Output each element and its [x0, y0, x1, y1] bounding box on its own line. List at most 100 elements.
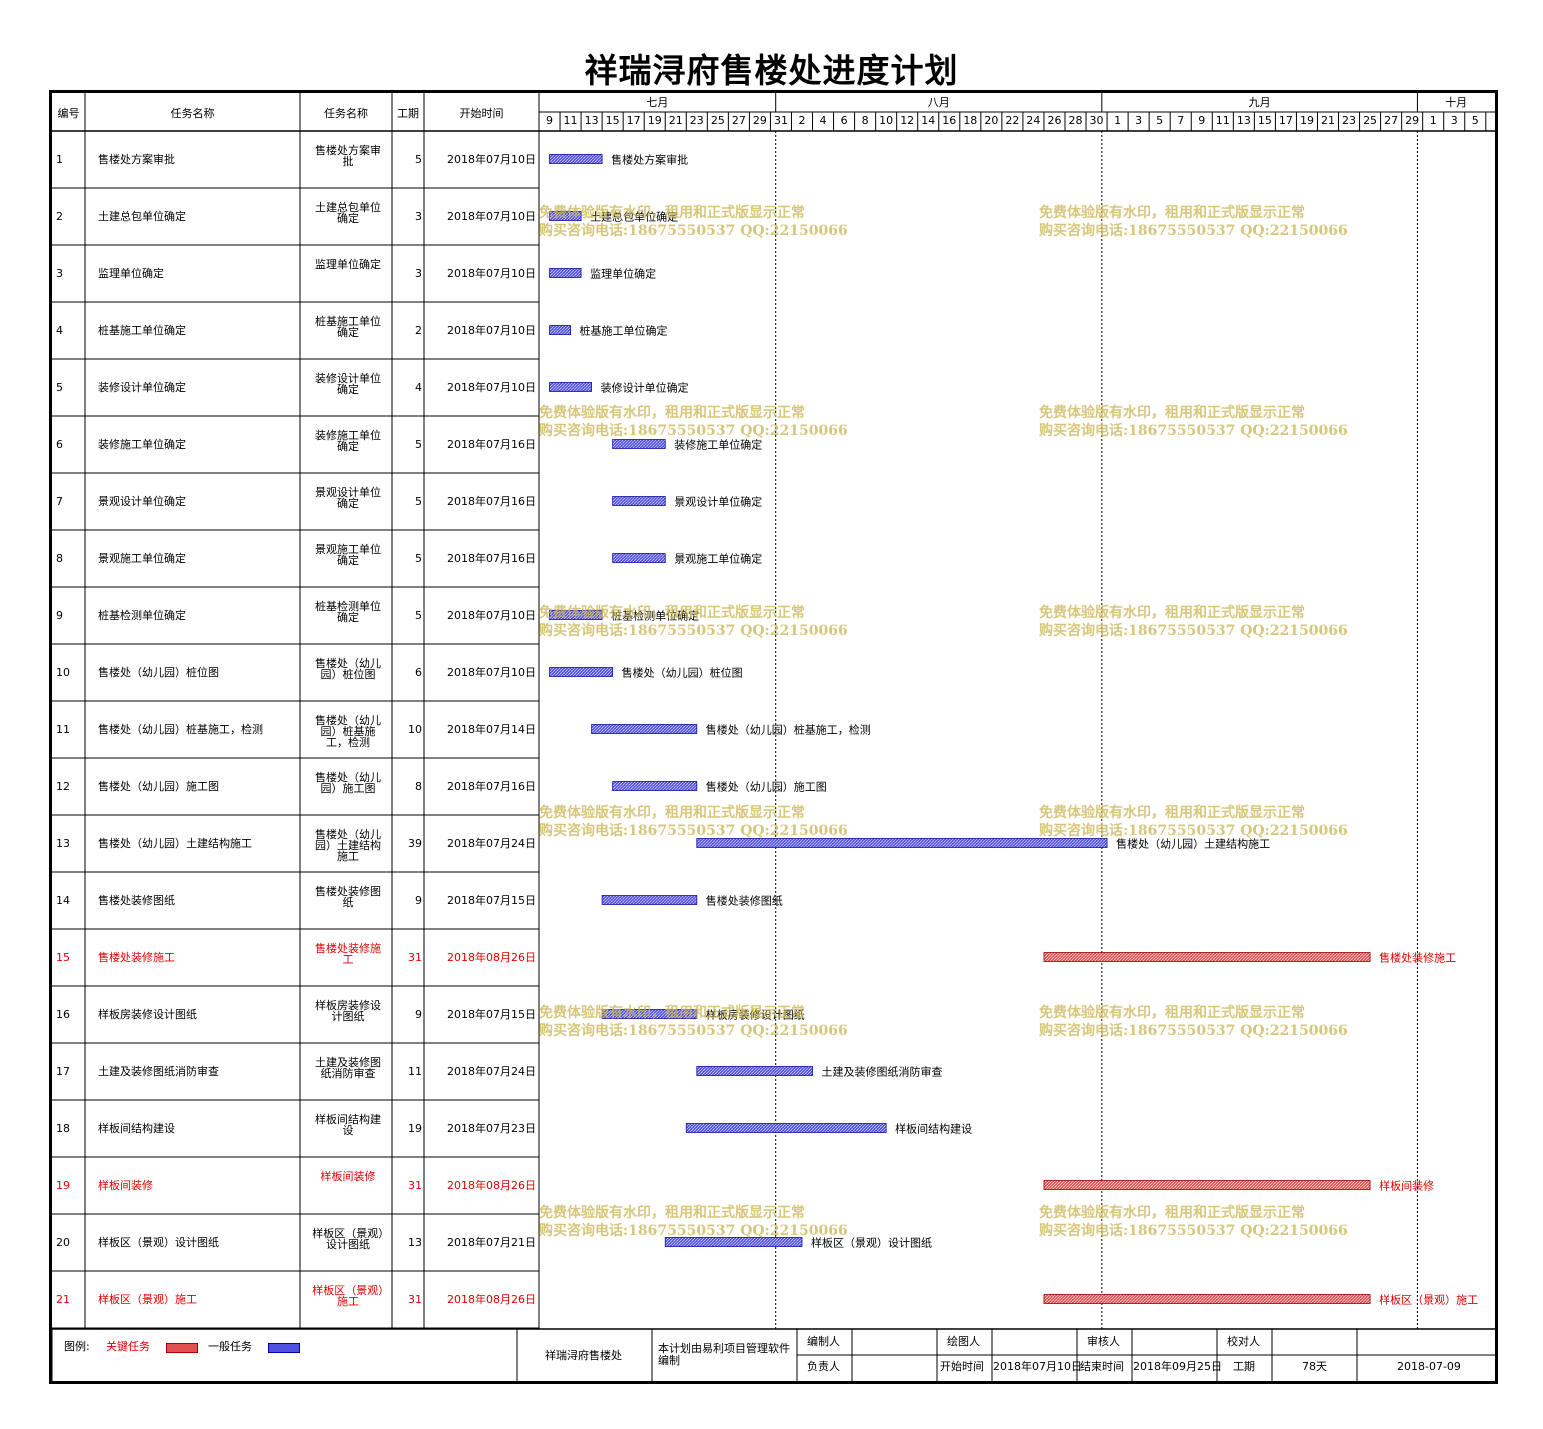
task-id: 7 — [56, 494, 63, 508]
month-label: 七月 — [646, 96, 669, 109]
task-duration: 6 — [415, 665, 422, 679]
header-name: 任务名称 — [170, 107, 215, 120]
gantt-frame: 售楼处方案审批 土建总包单位确定 监理单位确定 桩基施工单位确定 装修设计单位确定 装修施… — [49, 90, 1498, 1384]
day-label: 24 — [1026, 114, 1041, 127]
task-name: 景观施工单位确定 — [98, 551, 186, 565]
task-name: 样板区（景观）施工 — [98, 1292, 197, 1306]
task-bar — [664, 1237, 803, 1247]
day-label: 1 — [1429, 114, 1437, 127]
day-label: 14 — [921, 114, 936, 127]
legend-normal-label: 一般任务 — [208, 1340, 252, 1353]
task-name-wrapped: 售楼处（幼儿园）桩基施工，检测 — [315, 714, 381, 749]
task-duration: 8 — [415, 779, 422, 793]
task-bar-label: 桩基施工单位确定 — [580, 324, 668, 338]
header-duration: 工期 — [397, 107, 419, 120]
task-bar — [549, 610, 603, 620]
day-label: 11 — [563, 114, 578, 127]
task-name: 售楼处（幼儿园）施工图 — [98, 779, 219, 793]
day-label: 21 — [1320, 114, 1335, 127]
reviewer-label: 审核人 — [1087, 1335, 1120, 1348]
task-start: 2018年08月26日 — [447, 1292, 536, 1306]
task-bar — [612, 439, 666, 449]
task-id: 6 — [56, 437, 63, 451]
task-start: 2018年07月10日 — [447, 152, 536, 166]
task-start: 2018年07月10日 — [447, 608, 536, 622]
task-name-wrapped: 景观施工单位确定 — [315, 543, 381, 567]
day-label: 8 — [861, 114, 869, 127]
task-id: 1 — [56, 152, 63, 166]
task-bar-label: 装修施工单位确定 — [674, 438, 762, 452]
task-name-wrapped: 售楼处装修施工 — [315, 942, 381, 966]
date-value: 2018-07-09 — [1397, 1360, 1461, 1373]
task-bar-label: 售楼处装修图纸 — [706, 894, 783, 908]
task-bar — [549, 268, 582, 278]
critical-task-bar — [1043, 1180, 1371, 1190]
task-id: 17 — [56, 1064, 70, 1078]
day-label: 17 — [626, 114, 641, 127]
legend-critical-swatch — [166, 1343, 198, 1353]
day-label: 11 — [1215, 114, 1230, 127]
header-id: 编号 — [57, 107, 80, 120]
owner-label: 负责人 — [807, 1360, 840, 1373]
end-label: 结束时间 — [1080, 1360, 1124, 1373]
day-label: 28 — [1068, 114, 1083, 127]
legend-label: 图例: — [64, 1340, 90, 1353]
task-duration: 10 — [408, 722, 422, 736]
task-bar-label: 售楼处（幼儿园）桩位图 — [622, 666, 743, 680]
task-id: 3 — [56, 266, 63, 280]
duration-value: 78天 — [1302, 1360, 1327, 1373]
task-bar-label: 土建及装修图纸消防审查 — [822, 1065, 943, 1079]
critical-task-bar — [1043, 1294, 1371, 1304]
task-duration: 5 — [415, 152, 422, 166]
task-name-wrapped: 样板区（景观）施工 — [312, 1284, 384, 1308]
task-name-wrapped: 桩基施工单位确定 — [315, 315, 381, 339]
legend-critical-label: 关键任务 — [106, 1340, 150, 1353]
task-name-wrapped: 土建总包单位确定 — [315, 201, 381, 225]
task-bar — [549, 211, 582, 221]
task-name: 售楼处装修图纸 — [98, 893, 175, 907]
task-bar-label: 售楼处（幼儿园）土建结构施工 — [1116, 837, 1270, 851]
task-id: 2 — [56, 209, 63, 223]
task-duration: 13 — [408, 1235, 422, 1249]
day-label: 19 — [647, 114, 662, 127]
task-name: 售楼处（幼儿园）桩基施工，检测 — [98, 722, 263, 736]
task-bar — [685, 1123, 887, 1133]
task-bar-label: 景观设计单位确定 — [674, 495, 762, 509]
day-label: 16 — [942, 114, 957, 127]
task-name-wrapped: 桩基检测单位确定 — [315, 600, 381, 624]
task-bar — [601, 895, 698, 905]
task-name: 土建及装修图纸消防审查 — [98, 1064, 219, 1078]
task-name: 景观设计单位确定 — [98, 494, 186, 508]
task-bar — [696, 1066, 813, 1076]
task-name: 样板间装修 — [98, 1178, 153, 1192]
software-note: 本计划由易利项目管理软件编制 — [658, 1342, 790, 1367]
task-start: 2018年07月24日 — [447, 836, 536, 850]
task-bar-label: 售楼处（幼儿园）施工图 — [706, 780, 827, 794]
task-bar — [612, 496, 666, 506]
task-id: 13 — [56, 836, 70, 850]
task-duration: 5 — [415, 494, 422, 508]
task-bar-label: 装修设计单位确定 — [601, 381, 689, 395]
day-label: 19 — [1299, 114, 1314, 127]
task-id: 18 — [56, 1121, 70, 1135]
day-label: 9 — [546, 114, 554, 127]
task-start: 2018年07月10日 — [447, 209, 536, 223]
header-start: 开始时间 — [459, 107, 504, 120]
task-id: 12 — [56, 779, 70, 793]
task-bar-label: 监理单位确定 — [590, 267, 656, 281]
task-start: 2018年08月26日 — [447, 1178, 536, 1192]
task-duration: 2 — [415, 323, 422, 337]
task-id: 10 — [56, 665, 70, 679]
day-label: 6 — [840, 114, 848, 127]
day-label: 23 — [689, 114, 704, 127]
task-start: 2018年07月16日 — [447, 551, 536, 565]
task-bar-label: 样板间结构建设 — [895, 1122, 972, 1136]
task-bar-label: 土建总包单位确定 — [590, 210, 678, 224]
task-duration: 19 — [408, 1121, 422, 1135]
task-name: 样板房装修设计图纸 — [98, 1007, 197, 1021]
day-label: 22 — [1005, 114, 1020, 127]
task-name-wrapped: 景观设计单位确定 — [315, 486, 381, 510]
task-id: 19 — [56, 1178, 70, 1192]
task-id: 11 — [56, 722, 70, 736]
day-label: 2 — [798, 114, 806, 127]
